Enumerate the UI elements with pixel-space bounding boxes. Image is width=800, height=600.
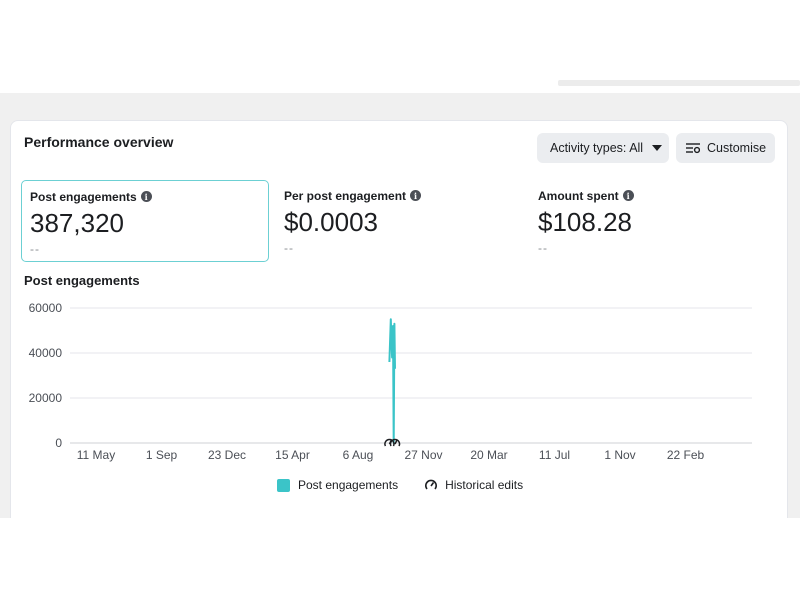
historical-edits-icon (384, 438, 395, 447)
historical-edits-needle (394, 439, 398, 445)
metric-label: Amount spent (538, 188, 619, 203)
chart-legend: Post engagements Historical edits (277, 478, 523, 492)
customise-button[interactable]: Customise (676, 133, 775, 163)
info-icon[interactable]: i (140, 191, 152, 202)
metric-amount-spent[interactable]: Amount spent i $108.28 -- (530, 180, 778, 262)
page-title: Performance overview (24, 134, 174, 150)
legend-item-historical-edits[interactable]: Historical edits (424, 478, 523, 492)
performance-card (10, 120, 788, 540)
x-tick-label: 6 Aug (343, 448, 374, 462)
metric-comparison: -- (30, 242, 40, 256)
top-area (0, 0, 800, 93)
metric-value: $108.28 (538, 207, 632, 237)
x-tick-label: 15 Apr (275, 448, 310, 462)
x-tick-label: 23 Dec (208, 448, 246, 462)
x-tick-label: 27 Nov (404, 448, 442, 462)
activity-types-dropdown[interactable]: Activity types: All (537, 133, 669, 163)
historical-edits-icon (425, 479, 438, 490)
x-tick-label: 11 Jul (539, 448, 570, 462)
legend-label: Post engagements (298, 478, 399, 492)
y-tick-label: 20000 (29, 391, 63, 405)
x-tick-label: 11 May (77, 448, 115, 462)
info-icon[interactable]: i (410, 190, 422, 201)
legend-label: Historical edits (445, 478, 524, 492)
x-tick-label: 22 Feb (667, 448, 705, 462)
caret-down-icon (652, 145, 663, 151)
metric-comparison: -- (538, 241, 548, 255)
metric-comparison: -- (284, 241, 294, 255)
customise-label: Customise (707, 141, 767, 155)
metric-post-engagements[interactable]: Post engagements i 387,320 -- (21, 180, 269, 262)
activity-types-label: Activity types: All (550, 141, 644, 155)
top-scrollbar[interactable] (558, 80, 800, 86)
y-tick-label: 0 (55, 436, 62, 450)
metric-value: 387,320 (30, 208, 124, 238)
metric-label: Per post engagement (284, 188, 407, 203)
x-tick-label: 20 Mar (470, 448, 507, 462)
sliders-icon (686, 143, 700, 154)
bottom-area (0, 518, 800, 600)
metric-value: $0.0003 (284, 207, 378, 237)
legend-item-post-engagements[interactable]: Post engagements (277, 478, 398, 492)
metric-label: Post engagements (30, 189, 137, 204)
x-tick-label: 1 Nov (604, 448, 635, 462)
historical-edit-marker (389, 438, 401, 447)
chart-title: Post engagements (24, 273, 140, 288)
legend-swatch (277, 478, 290, 492)
metric-per-post-engagement[interactable]: Per post engagement i $0.0003 -- (276, 180, 524, 262)
engagements-chart: 0 20000 40000 60000 11 May 1 Sep 23 Dec 15 Apr 6… (29, 301, 752, 462)
y-tick-label: 60000 (29, 301, 63, 315)
info-icon[interactable]: i (622, 190, 634, 201)
historical-edits-icon (389, 438, 401, 447)
series-line (388, 318, 396, 444)
y-tick-label: 40000 (29, 346, 63, 360)
x-tick-label: 1 Sep (146, 448, 178, 462)
